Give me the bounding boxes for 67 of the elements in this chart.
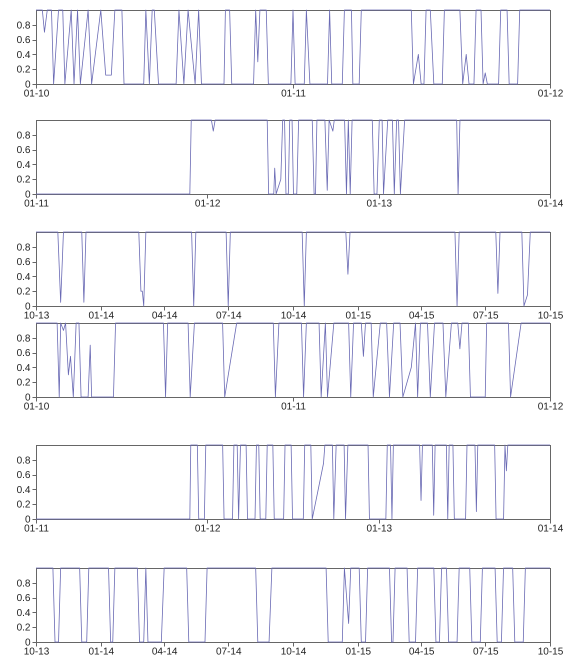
x-tick-label: 01-11 (281, 88, 306, 100)
line-series (36, 232, 550, 306)
x-tick-label: 01-12 (194, 198, 221, 210)
x-tick-label: 01-11 (281, 402, 306, 412)
x-tick-label: 07-15 (472, 646, 499, 658)
x-tick-label: 07-15 (472, 310, 499, 322)
x-tick-label: 10-13 (24, 310, 50, 322)
y-tick-label: 0.2 (16, 500, 31, 511)
y-tick-label: 0.6 (16, 257, 31, 268)
x-tick-label: 01-12 (194, 524, 221, 534)
y-tick-label: 0.6 (16, 593, 31, 604)
line-series (36, 322, 550, 398)
y-tick-label: 0 (24, 80, 31, 90)
x-tick-label: 01-13 (366, 198, 393, 210)
x-tick-label: 04-15 (408, 646, 435, 658)
y-tick-label: 0.4 (16, 272, 31, 283)
y-tick-label: 0 (24, 190, 31, 200)
line-series (36, 444, 550, 520)
y-tick-label: 0.4 (16, 608, 31, 619)
x-tick-label: 01-14 (538, 524, 564, 534)
x-tick-label: 04-14 (152, 646, 178, 658)
x-tick-label: 01-11 (24, 198, 50, 210)
x-tick-label: 04-15 (408, 310, 435, 322)
y-tick-label: 0.6 (16, 35, 31, 46)
y-tick-label: 0.2 (16, 64, 31, 76)
line-series (36, 120, 550, 194)
y-tick-label: 0.2 (16, 378, 31, 389)
y-tick-label: 0.4 (16, 160, 31, 171)
y-tick-label: 0.6 (16, 470, 31, 482)
x-tick-label: 10-15 (538, 646, 564, 658)
x-tick-label: 01-12 (538, 402, 564, 412)
y-tick-label: 0.4 (16, 50, 31, 61)
x-tick-label: 04-14 (152, 310, 178, 322)
y-tick-label: 0.8 (16, 20, 31, 32)
y-tick-label: 0.4 (16, 484, 31, 496)
x-tick-label: 10-15 (538, 310, 564, 322)
y-tick-label: 0.4 (16, 362, 31, 374)
x-tick-label: 07-14 (216, 646, 242, 658)
y-tick-label: 0 (24, 302, 31, 312)
x-tick-label: 01-14 (538, 198, 564, 210)
y-tick-label: 0.2 (16, 174, 31, 186)
x-tick-label: 01-14 (88, 646, 115, 658)
y-tick-label: 0.8 (16, 455, 31, 466)
x-tick-label: 10-13 (24, 646, 50, 658)
y-tick-label: 0.2 (16, 286, 31, 298)
y-tick-label: 0.8 (16, 578, 31, 590)
y-tick-label: 0.8 (16, 333, 31, 344)
x-tick-label: 01-12 (538, 88, 564, 100)
y-tick-label: 0.8 (16, 130, 31, 142)
y-tick-label: 0.6 (16, 348, 31, 360)
x-tick-label: 01-14 (88, 310, 115, 322)
x-tick-label: 01-13 (366, 524, 393, 534)
y-tick-label: 0 (24, 392, 31, 404)
x-tick-label: 01-10 (24, 88, 50, 100)
y-tick-label: 0 (24, 514, 31, 526)
x-tick-label: 01-15 (345, 310, 372, 322)
x-tick-label: 10-14 (280, 646, 307, 658)
line-series (36, 10, 550, 84)
y-tick-label: 0.2 (16, 622, 31, 634)
y-tick-label: 0 (24, 638, 31, 648)
x-tick-label: 10-14 (280, 310, 307, 322)
x-tick-label: 01-10 (24, 402, 50, 412)
y-tick-label: 0.8 (16, 242, 31, 254)
x-tick-label: 01-15 (345, 646, 372, 658)
x-tick-label: 07-14 (216, 310, 242, 322)
y-tick-label: 0.6 (16, 145, 31, 156)
x-tick-label: 01-11 (24, 524, 50, 534)
